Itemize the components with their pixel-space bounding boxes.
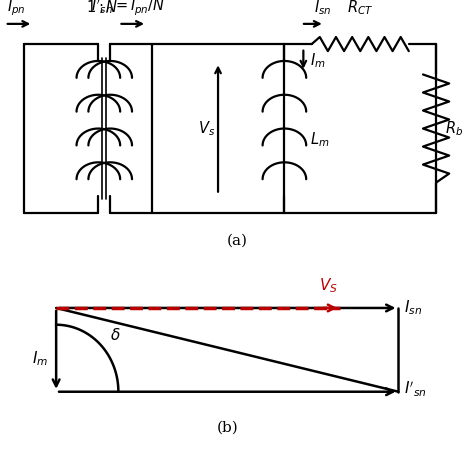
Text: $I_{sn}$: $I_{sn}$ [314,0,331,17]
Text: (a): (a) [227,234,247,248]
Text: $I_{pn}$: $I_{pn}$ [7,0,26,18]
Text: $V_s$: $V_s$ [198,119,215,138]
Text: $V_S$: $V_S$ [319,277,338,295]
Text: $R_{CT}$: $R_{CT}$ [347,0,374,17]
Text: (b): (b) [217,420,238,434]
Text: $L_m$: $L_m$ [310,130,330,149]
Text: $I'_{sn}=I_{pn}/N$: $I'_{sn}=I_{pn}/N$ [91,0,165,18]
Text: $I_m$: $I_m$ [32,349,48,368]
Text: $I_{sn}$: $I_{sn}$ [404,299,422,318]
Text: $I'_{sn}$: $I'_{sn}$ [404,380,427,399]
Text: $\delta$: $\delta$ [110,327,120,344]
Text: $1:N$: $1:N$ [86,0,118,15]
Text: $R_b$: $R_b$ [445,119,463,138]
Text: $I_m$: $I_m$ [310,51,326,70]
